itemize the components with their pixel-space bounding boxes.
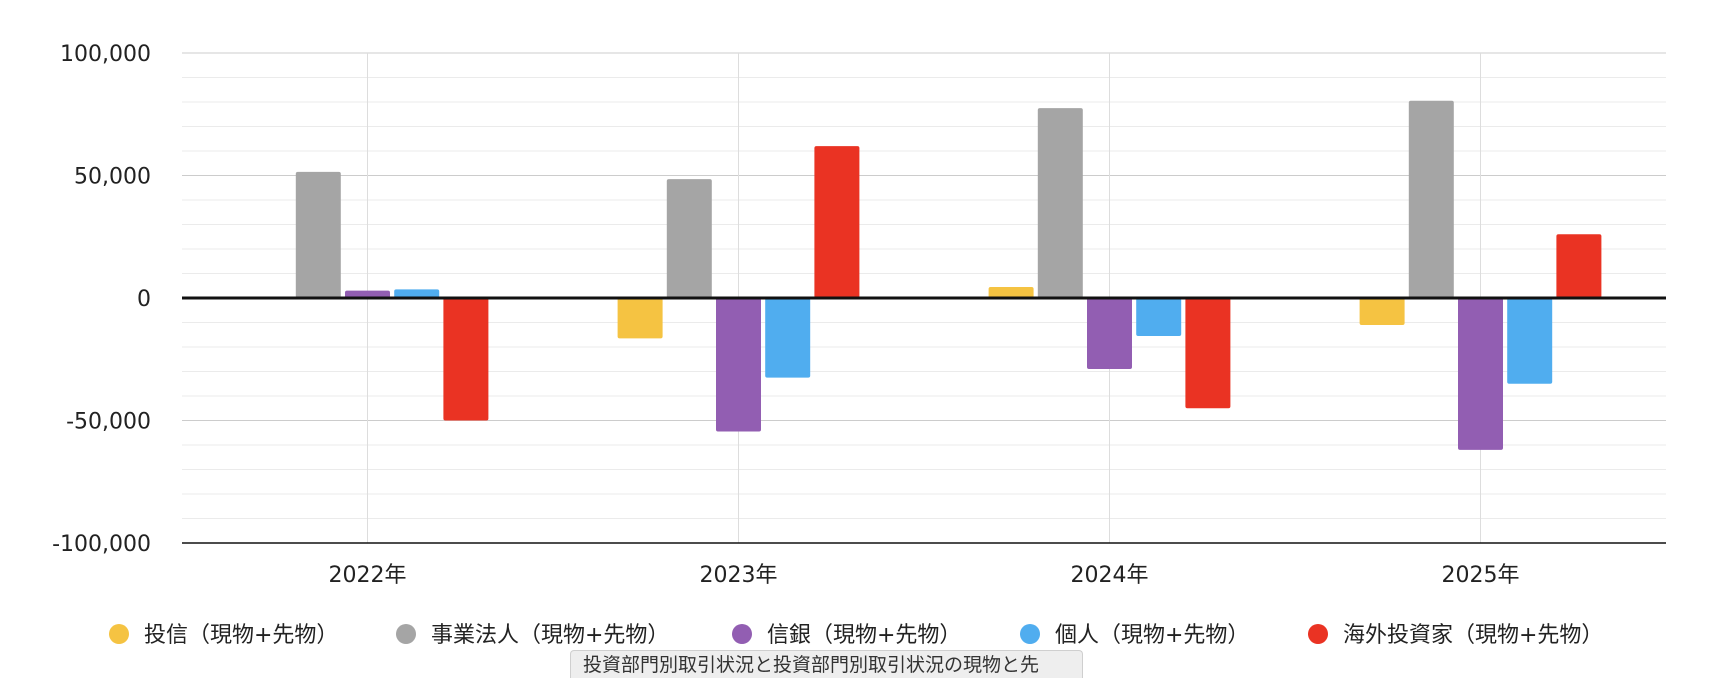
y-tick-label: 100,000 <box>60 42 151 67</box>
bar[interactable] <box>394 289 440 298</box>
legend-swatch <box>732 624 752 644</box>
x-tick-label: 2023年 <box>700 563 778 588</box>
legend-item[interactable]: 信銀（現物+先物） <box>732 623 961 648</box>
bar[interactable] <box>1458 298 1503 450</box>
legend-swatch <box>109 624 129 644</box>
bar[interactable] <box>1359 298 1405 325</box>
legend-swatch <box>1020 624 1040 644</box>
bar[interactable] <box>988 286 1034 298</box>
bar[interactable] <box>1185 298 1231 409</box>
bar[interactable] <box>1087 298 1132 370</box>
legend-label: 海外投資家（現物+先物） <box>1343 623 1603 648</box>
bar[interactable] <box>1556 234 1602 298</box>
bar[interactable] <box>345 290 390 298</box>
legend-label: 信銀（現物+先物） <box>767 623 961 648</box>
axes: 100,000 50,000 0 -50,000 -100,000 2022年 2023年 2… <box>52 42 1666 588</box>
y-tick-label: 0 <box>137 287 151 312</box>
bar[interactable] <box>666 179 712 298</box>
legend-label: 個人（現物+先物） <box>1055 623 1249 648</box>
legend-item[interactable]: 事業法人（現物+先物） <box>396 623 669 648</box>
legend: 投信（現物+先物） 事業法人（現物+先物） 信銀（現物+先物） 個人（現物+先物） 海外… <box>109 623 1603 648</box>
bars <box>295 100 1602 450</box>
tooltip: 投資部門別取引状況と投資部門別取引状況の現物と先 <box>570 650 1083 678</box>
y-tick-label: -100,000 <box>52 532 151 557</box>
x-tick-label: 2024年 <box>1071 563 1149 588</box>
bar[interactable] <box>765 298 811 378</box>
bar[interactable] <box>814 146 860 298</box>
bar[interactable] <box>617 298 663 339</box>
y-tick-label: -50,000 <box>66 410 151 435</box>
y-tick-label: 50,000 <box>74 165 151 190</box>
legend-swatch <box>1308 624 1328 644</box>
legend-item[interactable]: 投信（現物+先物） <box>109 623 338 648</box>
bar[interactable] <box>1408 100 1454 299</box>
legend-item[interactable]: 海外投資家（現物+先物） <box>1308 623 1603 648</box>
legend-item[interactable]: 個人（現物+先物） <box>1020 623 1249 648</box>
x-tick-label: 2022年 <box>329 563 407 588</box>
bar[interactable] <box>716 298 761 432</box>
bar[interactable] <box>1507 298 1553 384</box>
legend-label: 事業法人（現物+先物） <box>431 623 669 648</box>
x-tick-label: 2025年 <box>1442 563 1520 588</box>
bar[interactable] <box>443 298 489 421</box>
bar[interactable] <box>1037 108 1083 298</box>
legend-swatch <box>396 624 416 644</box>
bar[interactable] <box>1136 298 1182 336</box>
legend-label: 投信（現物+先物） <box>144 623 338 648</box>
bar[interactable] <box>295 171 341 298</box>
